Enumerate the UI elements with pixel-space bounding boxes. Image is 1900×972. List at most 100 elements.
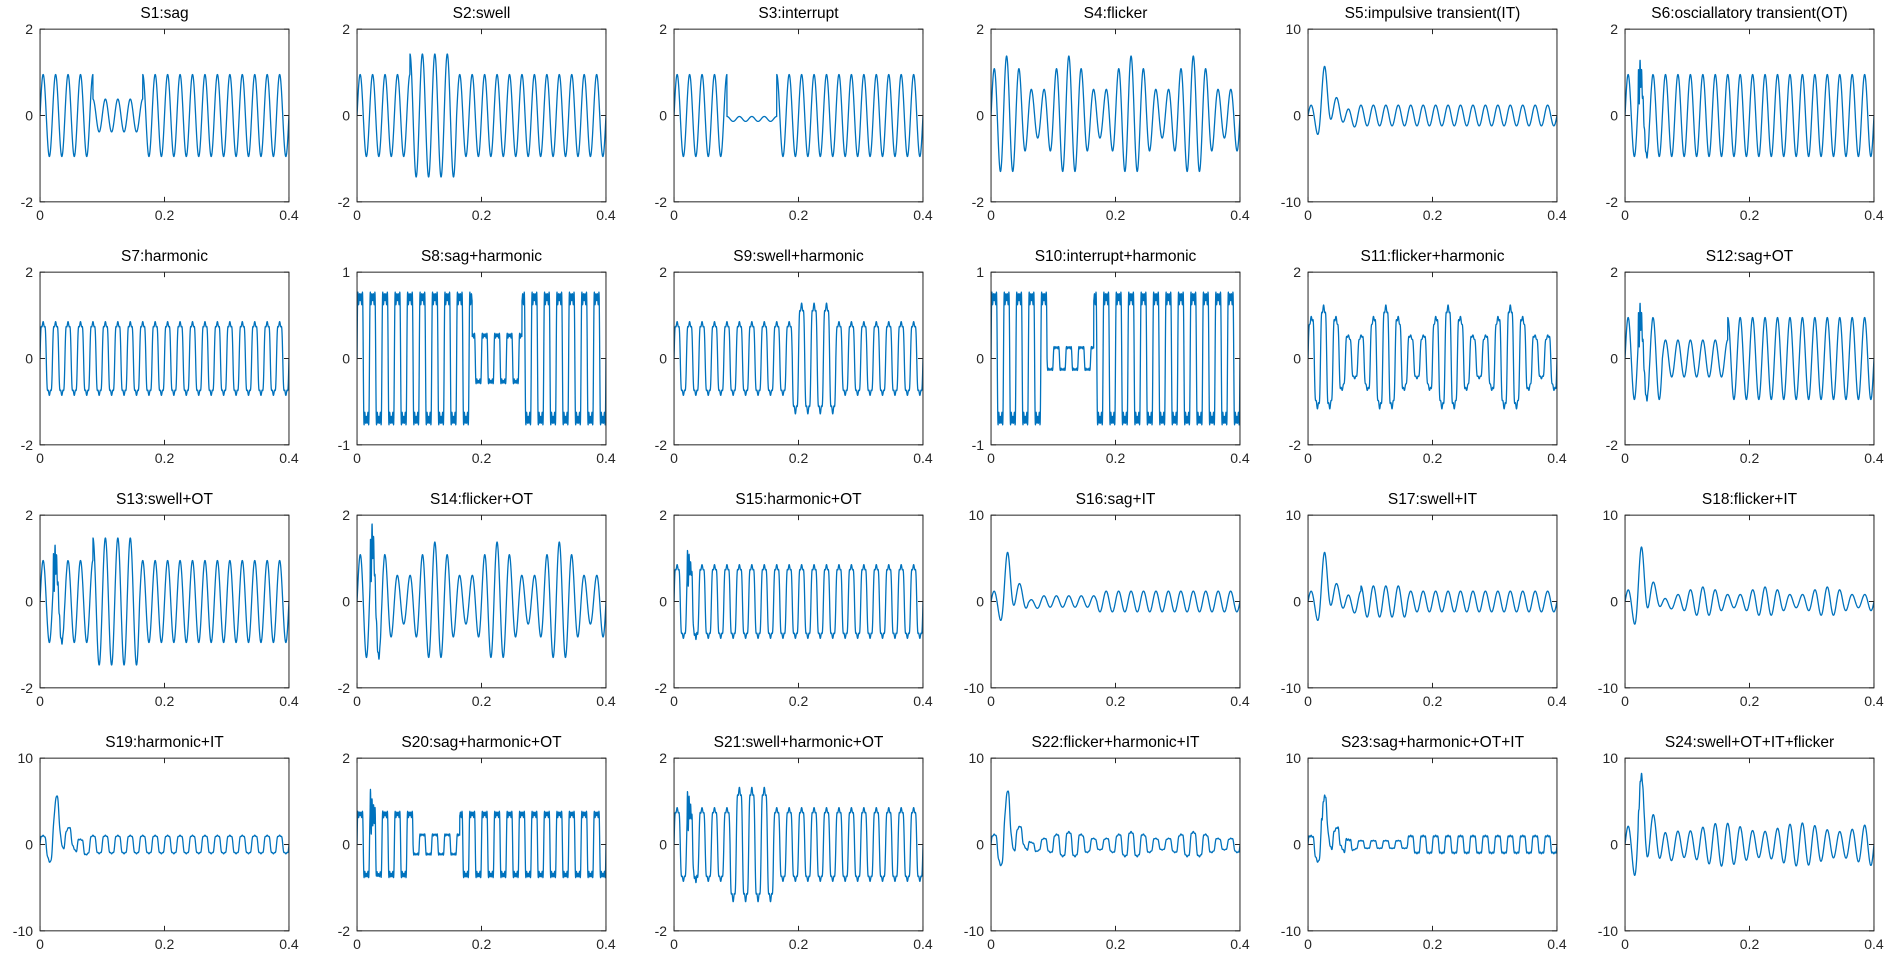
- y-tick-label: 0: [976, 350, 984, 366]
- waveform-line: [40, 320, 289, 397]
- y-tick-label: -2: [1606, 194, 1619, 210]
- y-tick-label: 2: [25, 21, 33, 37]
- x-tick-label: 0.2: [789, 693, 809, 709]
- y-tick-label: -1: [338, 437, 351, 453]
- y-tick-label: -2: [1289, 437, 1302, 453]
- y-tick-label: -2: [655, 680, 668, 696]
- x-tick-label: 0.2: [1740, 207, 1760, 223]
- waveform-line: [357, 788, 606, 879]
- x-tick-label: 0.4: [1864, 450, 1884, 466]
- waveform-line: [674, 302, 923, 415]
- y-tick-label: 0: [659, 350, 667, 366]
- y-tick-label: 0: [1293, 593, 1301, 609]
- x-tick-label: 0.2: [789, 936, 809, 952]
- x-tick-label: 0.2: [1740, 936, 1760, 952]
- y-tick-label: 10: [1602, 507, 1618, 523]
- waveform-line: [357, 291, 606, 426]
- y-tick-label: 0: [659, 593, 667, 609]
- waveform-line: [357, 523, 606, 660]
- waveform-line: [1625, 302, 1874, 402]
- x-tick-label: 0: [1304, 450, 1312, 466]
- y-tick-label: 0: [1293, 107, 1301, 123]
- x-tick-label: 0.4: [1547, 693, 1567, 709]
- y-tick-label: 0: [659, 107, 667, 123]
- x-tick-label: 0: [36, 693, 44, 709]
- y-tick-label: -10: [964, 923, 984, 939]
- x-tick-label: 0.2: [1106, 450, 1126, 466]
- waveform-line: [1308, 551, 1557, 622]
- x-tick-label: 0.4: [1230, 936, 1250, 952]
- x-tick-label: 0.4: [913, 693, 933, 709]
- x-tick-label: 0.2: [472, 693, 492, 709]
- x-tick-label: 0: [353, 693, 361, 709]
- plot-title: S18:flicker+IT: [1702, 491, 1798, 508]
- y-tick-label: -10: [1281, 923, 1301, 939]
- y-tick-label: -1: [972, 437, 985, 453]
- x-tick-label: 0: [987, 693, 995, 709]
- subplot-s2: S2:swell 0 0.2 0.4 -2 0 2: [317, 0, 634, 243]
- plot-title: S13:swell+OT: [116, 491, 213, 508]
- x-tick-label: 0.4: [1547, 936, 1567, 952]
- x-tick-label: 0.4: [1547, 450, 1567, 466]
- waveform-line: [991, 790, 1240, 867]
- x-tick-label: 0: [36, 207, 44, 223]
- waveform-line: [991, 55, 1240, 173]
- x-tick-label: 0: [353, 936, 361, 952]
- waveform-line: [674, 73, 923, 158]
- y-tick-label: -2: [655, 194, 668, 210]
- x-tick-label: 0: [670, 207, 678, 223]
- y-tick-label: 0: [1610, 593, 1618, 609]
- x-tick-label: 0.2: [155, 207, 175, 223]
- x-tick-label: 0.4: [913, 450, 933, 466]
- y-tick-label: 2: [25, 264, 33, 280]
- waveform-line: [1625, 546, 1874, 625]
- plot-title: S2:swell: [453, 5, 511, 22]
- y-tick-label: 2: [1293, 264, 1301, 280]
- subplot-s24: S24:swell+OT+IT+flicker 0 0.2 0.4 -10 0 10: [1585, 729, 1900, 972]
- x-tick-label: 0.4: [279, 207, 299, 223]
- subplot-s20-canvas: S20:sag+harmonic+OT0 0.2 0.4-202: [338, 734, 616, 952]
- x-tick-label: 0.4: [596, 207, 616, 223]
- x-tick-label: 0.4: [1230, 207, 1250, 223]
- x-tick-label: 0.4: [913, 207, 933, 223]
- y-tick-label: -2: [1606, 437, 1619, 453]
- subplot-s12-canvas: S12:sag+OT0 0.2 0.4-202: [1606, 248, 1884, 466]
- x-tick-label: 0: [36, 450, 44, 466]
- subplot-s10: S10:interrupt+harmonic 0 0.2 0.4 -1 0 1: [951, 243, 1268, 486]
- y-tick-label: -10: [964, 680, 984, 696]
- waveform-line: [674, 549, 923, 641]
- x-tick-label: 0.4: [1230, 450, 1250, 466]
- x-tick-label: 0.4: [279, 693, 299, 709]
- x-tick-label: 0.4: [279, 450, 299, 466]
- plot-title: S9:swell+harmonic: [733, 248, 864, 265]
- waveform-line: [1625, 772, 1874, 876]
- x-tick-label: 0: [1621, 936, 1629, 952]
- x-tick-label: 0.2: [1423, 207, 1443, 223]
- y-tick-label: 2: [659, 21, 667, 37]
- plot-title: S22:flicker+harmonic+IT: [1032, 734, 1201, 751]
- y-tick-label: 2: [342, 507, 350, 523]
- plot-title: S11:flicker+harmonic: [1360, 248, 1504, 265]
- x-tick-label: 0.4: [596, 936, 616, 952]
- y-tick-label: 10: [1285, 750, 1301, 766]
- y-tick-label: 10: [17, 750, 33, 766]
- y-tick-label: 0: [25, 836, 33, 852]
- x-tick-label: 0: [1304, 936, 1312, 952]
- subplot-s14: S14:flicker+OT 0 0.2 0.4 -2 0 2: [317, 486, 634, 729]
- y-tick-label: -10: [1598, 923, 1618, 939]
- subplot-s18: S18:flicker+IT 0 0.2 0.4 -10 0 10: [1585, 486, 1900, 729]
- y-tick-label: 2: [659, 507, 667, 523]
- waveform-line: [991, 551, 1240, 622]
- x-tick-label: 0.2: [472, 207, 492, 223]
- y-tick-label: -10: [1281, 680, 1301, 696]
- y-tick-label: 0: [976, 107, 984, 123]
- x-tick-label: 0: [36, 936, 44, 952]
- x-tick-label: 0.4: [279, 936, 299, 952]
- x-tick-label: 0.2: [789, 450, 809, 466]
- x-tick-label: 0.2: [1106, 693, 1126, 709]
